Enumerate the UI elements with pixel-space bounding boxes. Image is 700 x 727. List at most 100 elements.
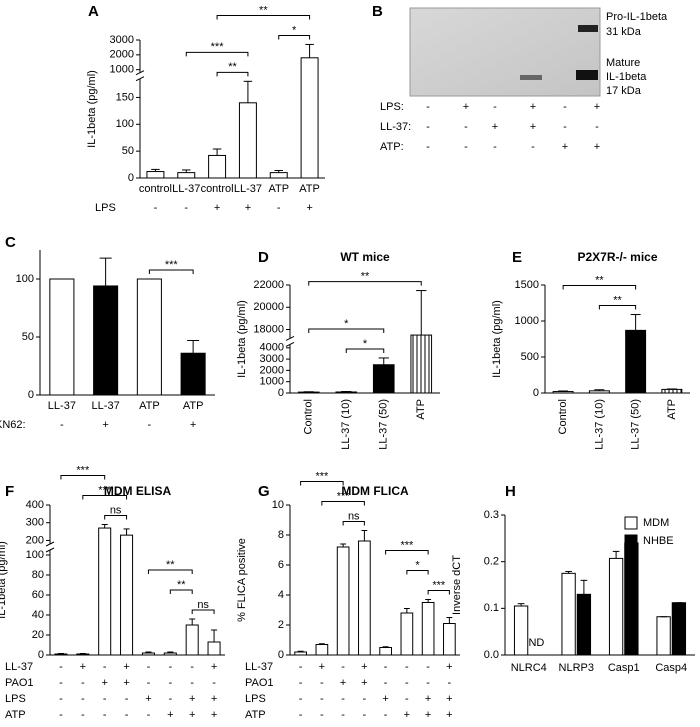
significance-label: ** [259, 4, 268, 16]
y-tick-label: 500 [521, 351, 539, 363]
condition-mark: + [446, 693, 452, 705]
condition-mark: + [382, 693, 388, 705]
blot-band [578, 25, 598, 32]
y-tick-label: 3000 [260, 353, 284, 365]
y-tick-label: 0.0 [484, 649, 499, 661]
bar [552, 391, 574, 394]
significance-bracket [60, 475, 106, 480]
condition-mark: + [189, 693, 195, 705]
significance-label: ns [197, 599, 209, 611]
condition-mark: - [147, 661, 151, 673]
condition-mark: - [363, 709, 367, 721]
y-tick-label: 0 [533, 387, 539, 399]
band-label: Pro-IL-1beta [606, 11, 668, 23]
y-tick-label: 22000 [253, 279, 284, 291]
y-tick-label: 0 [28, 389, 34, 401]
condition-mark: + [530, 101, 536, 113]
bar [208, 154, 227, 179]
x-tick-label: Control [303, 399, 315, 434]
x-tick-label: LL-37 (10) [340, 399, 352, 450]
chart-title: MDM FLICA [341, 484, 409, 498]
x-tick-label: control [139, 183, 172, 195]
condition-mark: - [277, 202, 281, 214]
bar [269, 172, 288, 179]
significance-label: *** [337, 490, 351, 502]
condition-mark: - [59, 693, 63, 705]
condition-mark: - [59, 677, 63, 689]
x-tick-label: LL-37 [172, 183, 200, 195]
bar [54, 653, 68, 656]
condition-mark: - [405, 677, 409, 689]
significance-bracket [345, 348, 385, 353]
condition-label: PAO1 [5, 677, 34, 689]
condition-mark: - [59, 709, 63, 721]
significance-bracket [169, 589, 193, 594]
condition-mark: - [190, 677, 194, 689]
condition-mark: + [425, 693, 431, 705]
condition-mark: - [154, 202, 158, 214]
condition-mark: - [448, 677, 452, 689]
significance-bracket [278, 34, 311, 40]
significance-bracket [185, 51, 249, 57]
condition-mark: + [530, 121, 536, 133]
condition-mark: + [211, 709, 217, 721]
y-axis-label: IL-1beta (pg/ml) [86, 70, 98, 148]
condition-label: LPS: [380, 101, 404, 113]
condition-mark: - [320, 693, 324, 705]
x-tick-label: LL-37 [48, 400, 76, 412]
bar [410, 334, 433, 394]
y-tick-label: 0 [278, 387, 284, 399]
legend-swatch [624, 534, 638, 548]
condition-mark: - [531, 141, 535, 153]
band-label: Mature [606, 57, 640, 69]
panel-letter: A [88, 3, 99, 20]
significance-bracket [104, 515, 128, 520]
x-tick-label: ATP [299, 183, 320, 195]
significance-bracket [385, 550, 429, 555]
y-tick-label: 4000 [260, 342, 284, 354]
y-tick-label: 1500 [515, 279, 539, 291]
significance-label: ** [595, 274, 604, 286]
condition-mark: - [168, 661, 172, 673]
condition-mark: - [493, 101, 497, 113]
significance-bracket [427, 590, 450, 595]
bar [49, 278, 75, 396]
condition-label: LL-37 [245, 661, 273, 673]
y-tick-label: 100 [26, 549, 44, 561]
axis-break [46, 544, 54, 550]
bar [661, 388, 683, 394]
significance-bracket [216, 14, 311, 20]
y-tick-label: 150 [116, 91, 134, 103]
condition-mark: + [245, 202, 251, 214]
significance-bracket [147, 569, 193, 574]
y-tick-label: 0 [278, 649, 284, 661]
condition-mark: - [384, 661, 388, 673]
chart-title: WT mice [340, 250, 390, 264]
significance-label: ns [348, 510, 360, 522]
bar [400, 612, 414, 656]
bar [185, 624, 199, 656]
bar [163, 652, 177, 656]
bar [180, 352, 206, 396]
condition-mark: - [168, 693, 172, 705]
condition-label: LPS [245, 693, 266, 705]
condition-mark: - [299, 693, 303, 705]
bar [358, 540, 371, 656]
bar [671, 602, 687, 656]
significance-bracket [308, 328, 385, 333]
y-tick-label: 50 [122, 145, 134, 157]
condition-mark: + [463, 101, 469, 113]
y-tick-label: 2 [278, 619, 284, 631]
condition-mark: - [595, 121, 599, 133]
significance-bracket [148, 269, 194, 274]
condition-mark: - [103, 709, 107, 721]
condition-mark: - [299, 661, 303, 673]
y-tick-label: 2000 [110, 49, 134, 61]
blot-band [576, 70, 598, 80]
condition-mark: + [211, 693, 217, 705]
condition-mark: + [562, 141, 568, 153]
condition-mark: - [563, 121, 567, 133]
x-tick-label: Casp4 [655, 662, 687, 674]
condition-mark: - [405, 693, 409, 705]
condition-mark: + [145, 693, 151, 705]
